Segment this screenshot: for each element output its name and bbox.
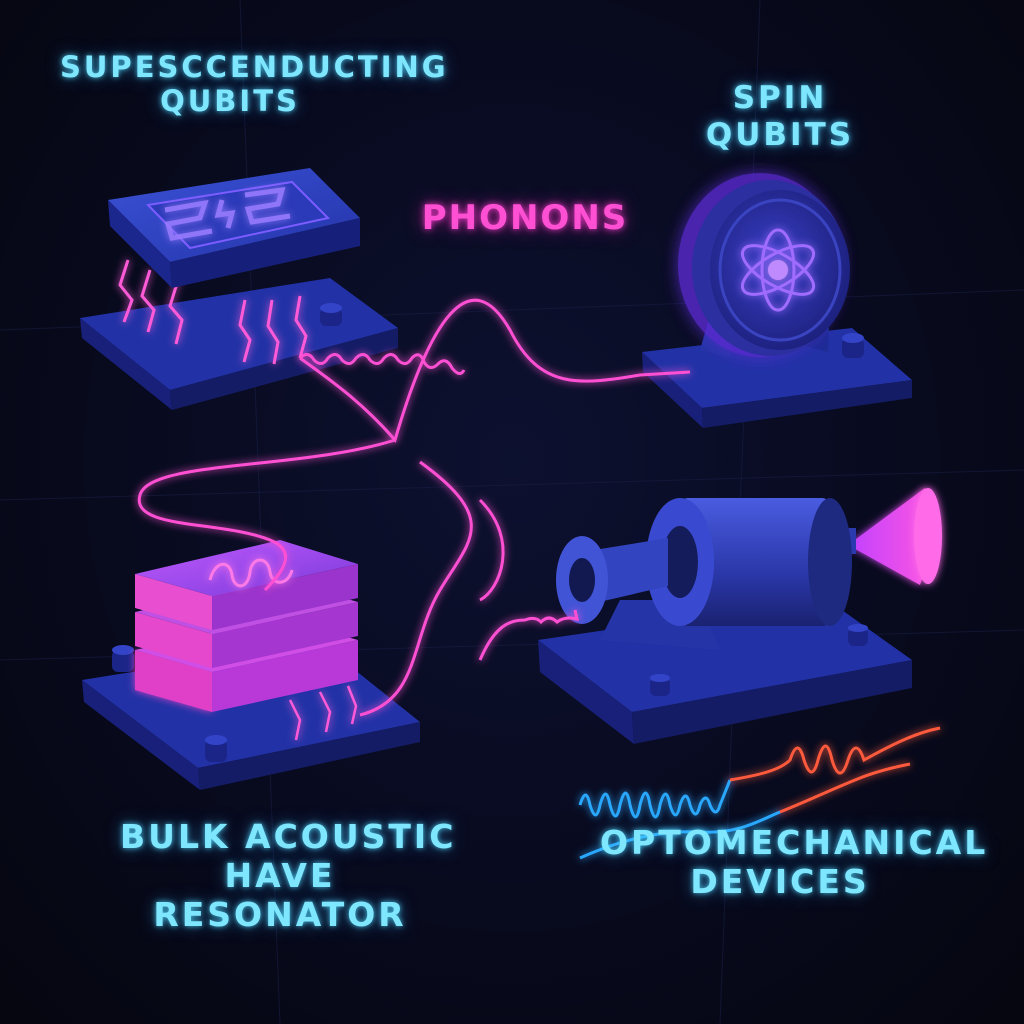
opto-label-line-2: DEVICES <box>690 861 870 901</box>
phonons-label-text: PHONONS <box>421 198 629 238</box>
bulk-label-line-2: HAVE <box>224 855 336 895</box>
optomechanical-cavity-icon <box>538 488 942 744</box>
phonons-label: PHONONS <box>395 198 655 238</box>
optomechanical-devices-label: OPTOMECHANICAL DEVICES <box>600 823 989 902</box>
atom-icon <box>740 228 816 312</box>
signal-waves <box>578 726 941 860</box>
superconducting-label-line-1: SUPESCCENDUCTING <box>60 50 449 84</box>
superconducting-qubits-label: SUPESCCENDUCTING QUBITS <box>60 50 449 119</box>
phonon-waveguides <box>137 298 691 717</box>
bulk-resonator-stack-icon <box>82 540 420 790</box>
spin-label-line-2: QUBITS <box>705 116 855 153</box>
bulk-label-line-3: RESONATOR <box>153 894 407 934</box>
superconducting-chip-icon <box>80 168 398 410</box>
spin-qubit-disc-icon <box>642 173 912 428</box>
superconducting-label-line-2: QUBITS <box>160 84 300 119</box>
spin-qubits-label: SPIN QUBITS <box>700 80 860 153</box>
bulk-label-line-1: BULK ACOUSTIC <box>120 817 457 856</box>
bulk-acoustic-resonator-label: BULK ACOUSTIC HAVE RESONATOR <box>120 817 457 935</box>
spin-label-line-1: SPIN <box>732 80 828 116</box>
opto-label-line-1: OPTOMECHANICAL <box>600 823 989 862</box>
